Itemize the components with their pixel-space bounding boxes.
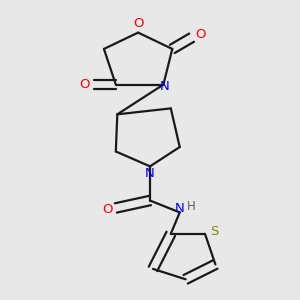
Text: N: N — [160, 80, 170, 93]
Text: N: N — [145, 167, 155, 180]
Text: S: S — [211, 225, 219, 238]
Text: O: O — [102, 203, 113, 216]
Text: O: O — [133, 17, 143, 30]
Text: N: N — [175, 202, 184, 215]
Text: H: H — [187, 200, 196, 213]
Text: O: O — [80, 78, 90, 91]
Text: O: O — [195, 28, 206, 41]
